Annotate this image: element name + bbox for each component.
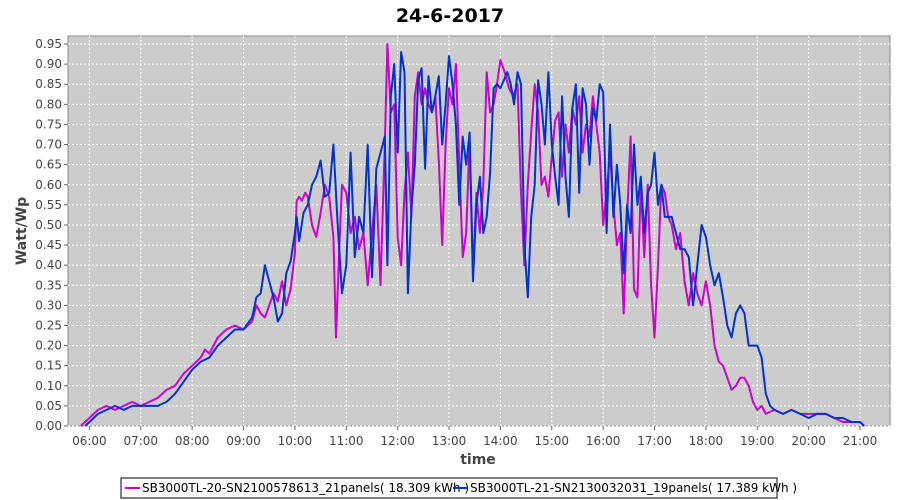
x-tick-label: 14:00: [483, 434, 518, 448]
y-tick-label: 0.75: [35, 117, 62, 131]
y-tick-label: 0.10: [35, 379, 62, 393]
y-tick-label: 0.90: [35, 57, 62, 71]
y-tick-label: 0.95: [35, 37, 62, 51]
series-lines: [80, 43, 865, 427]
x-tick-label: 06:00: [72, 434, 107, 448]
x-tick-label: 12:00: [380, 434, 415, 448]
x-axis-label: time: [460, 452, 496, 468]
y-tick-label: 0.20: [35, 339, 62, 353]
y-tick-label: 0.60: [35, 178, 62, 192]
y-tick-label: 0.45: [35, 238, 62, 252]
y-tick-label: 0.85: [35, 77, 62, 91]
x-tick-label: 21:00: [843, 434, 878, 448]
legend-label-series-1: SB3000TL-20-SN2100578613_21panels( 18.30…: [142, 481, 469, 495]
legend: SB3000TL-20-SN2100578613_21panels( 18.30…: [120, 477, 797, 499]
y-tick-label: 0.40: [35, 258, 62, 272]
x-tick-label: 11:00: [329, 434, 364, 448]
y-tick-label: 0.05: [35, 399, 62, 413]
x-tick-label: 10:00: [278, 434, 313, 448]
y-tick-label: 0.50: [35, 218, 62, 232]
x-tick-label: 18:00: [689, 434, 724, 448]
y-tick-label: 0.15: [35, 359, 62, 373]
y-tick-label: 0.35: [35, 278, 62, 292]
x-tick-label: 19:00: [740, 434, 775, 448]
x-tick-label: 17:00: [637, 434, 672, 448]
x-tick-label: 07:00: [123, 434, 158, 448]
legend-box: [120, 477, 778, 499]
y-tick-label: 0.70: [35, 138, 62, 152]
chart-title: 24-6-2017: [396, 5, 504, 27]
x-tick-label: 09:00: [226, 434, 261, 448]
y-tick-label: 0.30: [35, 298, 62, 312]
series-line-2: [84, 51, 865, 427]
y-tick-label: 0.65: [35, 158, 62, 172]
legend-label-series-2: SB3000TL-21-SN2130032031_19panels( 17.38…: [470, 481, 797, 495]
x-tick-label: 08:00: [175, 434, 210, 448]
x-tick-label: 15:00: [534, 434, 569, 448]
axes: 0.00 0.05 0.10 0.15 0.20 0.25 0.30 0.35 0.40 0.45…: [35, 37, 877, 448]
y-axis-label: Watt/Wp: [14, 197, 30, 265]
x-tick-label: 16:00: [586, 434, 621, 448]
y-tick-label: 0.55: [35, 198, 62, 212]
y-tick-label: 0.25: [35, 318, 62, 332]
x-tick-label: 20:00: [791, 434, 826, 448]
y-tick-label: 0.00: [35, 419, 62, 433]
x-tick-label: 13:00: [432, 434, 467, 448]
series-line-1: [80, 43, 865, 427]
y-tick-label: 0.80: [35, 97, 62, 111]
